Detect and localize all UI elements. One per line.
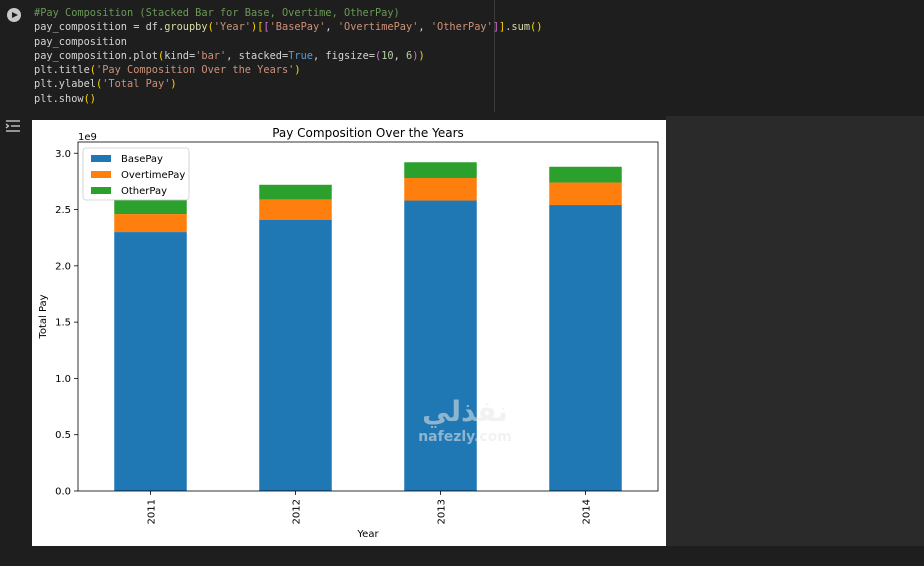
watermark-latin: nafezly.com [418, 429, 512, 445]
legend-swatch-otherpay [91, 187, 111, 194]
bar-otherpay-2014 [549, 166, 622, 183]
y-axis-label: Total Pay [38, 294, 49, 339]
y-tick-label: 3.0 [55, 149, 71, 160]
bar-overtimepay-2014 [549, 182, 622, 206]
bar-overtimepay-2011 [114, 214, 187, 233]
y-tick-label: 0.0 [55, 487, 71, 498]
y-tick-label: 2.5 [55, 205, 71, 216]
x-axis-label: Year [356, 529, 379, 540]
legend-label-basepay: BasePay [121, 154, 163, 165]
bar-basepay-2012 [259, 219, 332, 491]
x-tick-label: 2014 [582, 499, 593, 524]
bar-otherpay-2013 [404, 162, 477, 179]
y-tick-label: 1.5 [55, 318, 71, 329]
bar-overtimepay-2013 [404, 178, 477, 201]
bar-basepay-2013 [404, 200, 477, 491]
bar-basepay-2011 [114, 232, 187, 491]
bar-basepay-2014 [549, 205, 622, 491]
legend-swatch-basepay [91, 155, 111, 162]
cell-output: 2011 2012 2013 2014 0.0 0.5 1.0 1.5 2.0 2.5 3.0 Pay… [0, 116, 924, 566]
watermark: نفذلي nafezly.com [405, 395, 525, 450]
y-tick-label: 0.5 [55, 430, 71, 441]
output-toggle-icon[interactable] [5, 119, 21, 133]
code-editor[interactable]: #Pay Composition (Stacked Bar for Base, … [28, 0, 542, 112]
stacked-bar-chart: 2011 2012 2013 2014 0.0 0.5 1.0 1.5 2.0 2.5 3.0 Pay… [38, 126, 659, 540]
x-tick-label: 2011 [147, 499, 158, 524]
run-cell-button[interactable] [7, 8, 21, 22]
code-cell: #Pay Composition (Stacked Bar for Base, … [0, 0, 924, 114]
x-tick-label: 2013 [437, 499, 448, 524]
y-tick-label: 1.0 [55, 374, 71, 385]
watermark-arabic: نفذلي [422, 395, 508, 428]
legend-swatch-overtimepay [91, 171, 111, 178]
legend-label-overtimepay: OvertimePay [121, 170, 185, 181]
code-text[interactable]: #Pay Composition (Stacked Bar for Base, … [34, 7, 543, 105]
plot-image: 2011 2012 2013 2014 0.0 0.5 1.0 1.5 2.0 2.5 3.0 Pay… [32, 120, 666, 546]
output-side-area [666, 116, 924, 546]
legend-label-otherpay: OtherPay [121, 186, 167, 197]
y-offset-label: 1e9 [78, 132, 97, 143]
bar-otherpay-2011 [114, 199, 187, 215]
bar-otherpay-2012 [259, 184, 332, 200]
plot-frame [77, 141, 659, 492]
chart-title: Pay Composition Over the Years [272, 126, 464, 140]
y-tick-label: 2.0 [55, 261, 71, 272]
x-tick-label: 2012 [292, 499, 303, 524]
bar-overtimepay-2012 [259, 199, 332, 220]
